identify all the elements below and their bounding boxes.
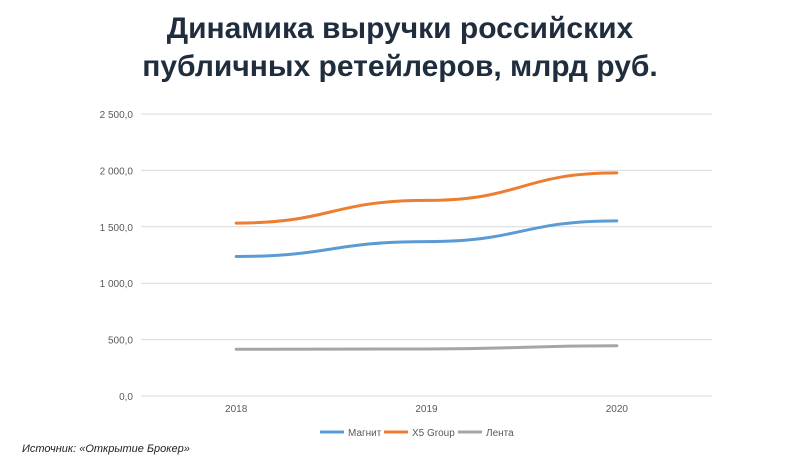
x-tick-label: 2020 — [606, 404, 629, 415]
x-tick-label: 2019 — [415, 404, 438, 415]
chart-title: Динамика выручки российских публичных ре… — [0, 10, 800, 86]
y-tick-label: 1 000,0 — [100, 279, 134, 290]
y-tick-label: 1 500,0 — [100, 223, 134, 234]
x-tick-label: 2018 — [225, 404, 248, 415]
y-tick-label: 0,0 — [119, 392, 133, 403]
chart-title-line-2: публичных ретейлеров, млрд руб. — [142, 50, 658, 83]
series-line — [234, 344, 619, 351]
series-line — [234, 171, 619, 225]
source-note: Источник: «Открытие Брокер» — [22, 443, 190, 455]
legend-label: Лента — [486, 428, 514, 439]
y-tick-label: 2 500,0 — [100, 110, 134, 121]
chart-title-line-1: Динамика выручки российских — [166, 12, 634, 45]
y-tick-label: 2 000,0 — [100, 166, 134, 177]
legend-label: Магнит — [348, 428, 382, 439]
series-line — [234, 219, 619, 258]
legend-label: X5 Group — [412, 428, 455, 439]
y-tick-label: 500,0 — [108, 336, 133, 347]
